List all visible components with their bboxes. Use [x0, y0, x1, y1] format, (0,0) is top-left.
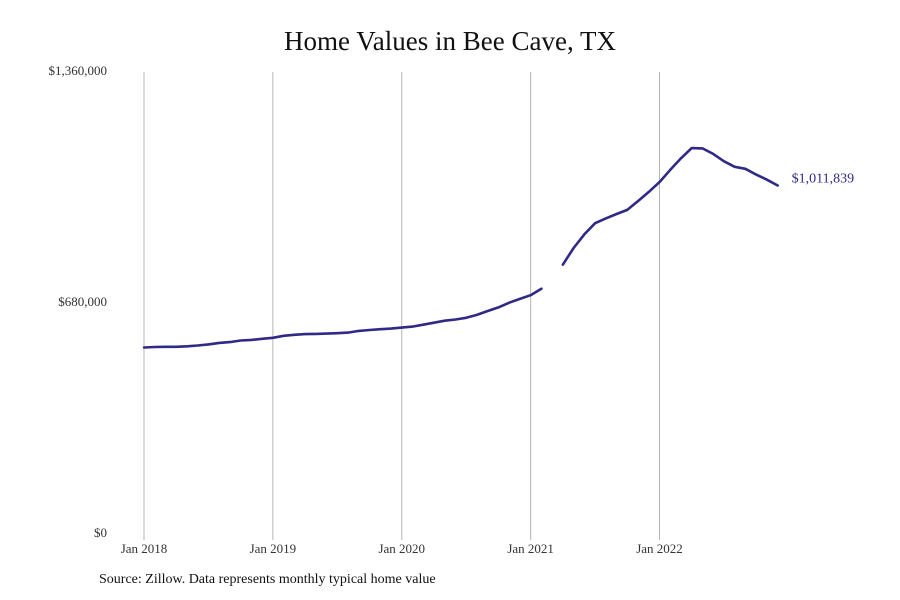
y-tick-label: $680,000 — [58, 294, 107, 309]
series-segment-2 — [561, 146, 780, 266]
y-tick-label: $0 — [94, 525, 107, 540]
x-tick-label: Jan 2022 — [636, 541, 683, 556]
x-tick-label: Jan 2020 — [378, 541, 425, 556]
x-tick-label: Jan 2019 — [250, 541, 297, 556]
y-tick-label: $1,360,000 — [49, 63, 108, 78]
x-tick-label: Jan 2018 — [121, 541, 168, 556]
y-axis-ticks: $0 $680,000 $1,360,000 — [49, 63, 108, 540]
series-segment-1 — [142, 287, 543, 349]
x-tick-label: Jan 2021 — [507, 541, 554, 556]
source-note: Source: Zillow. Data represents monthly … — [99, 572, 436, 587]
end-value-label: $1,011,839 — [792, 172, 854, 187]
x-axis-ticks: Jan 2018 Jan 2019 Jan 2020 Jan 2021 Jan 2022 — [121, 541, 683, 556]
gridlines — [143, 72, 661, 540]
chart-title: Home Values in Bee Cave, TX — [284, 26, 616, 56]
home-value-series — [142, 146, 780, 349]
